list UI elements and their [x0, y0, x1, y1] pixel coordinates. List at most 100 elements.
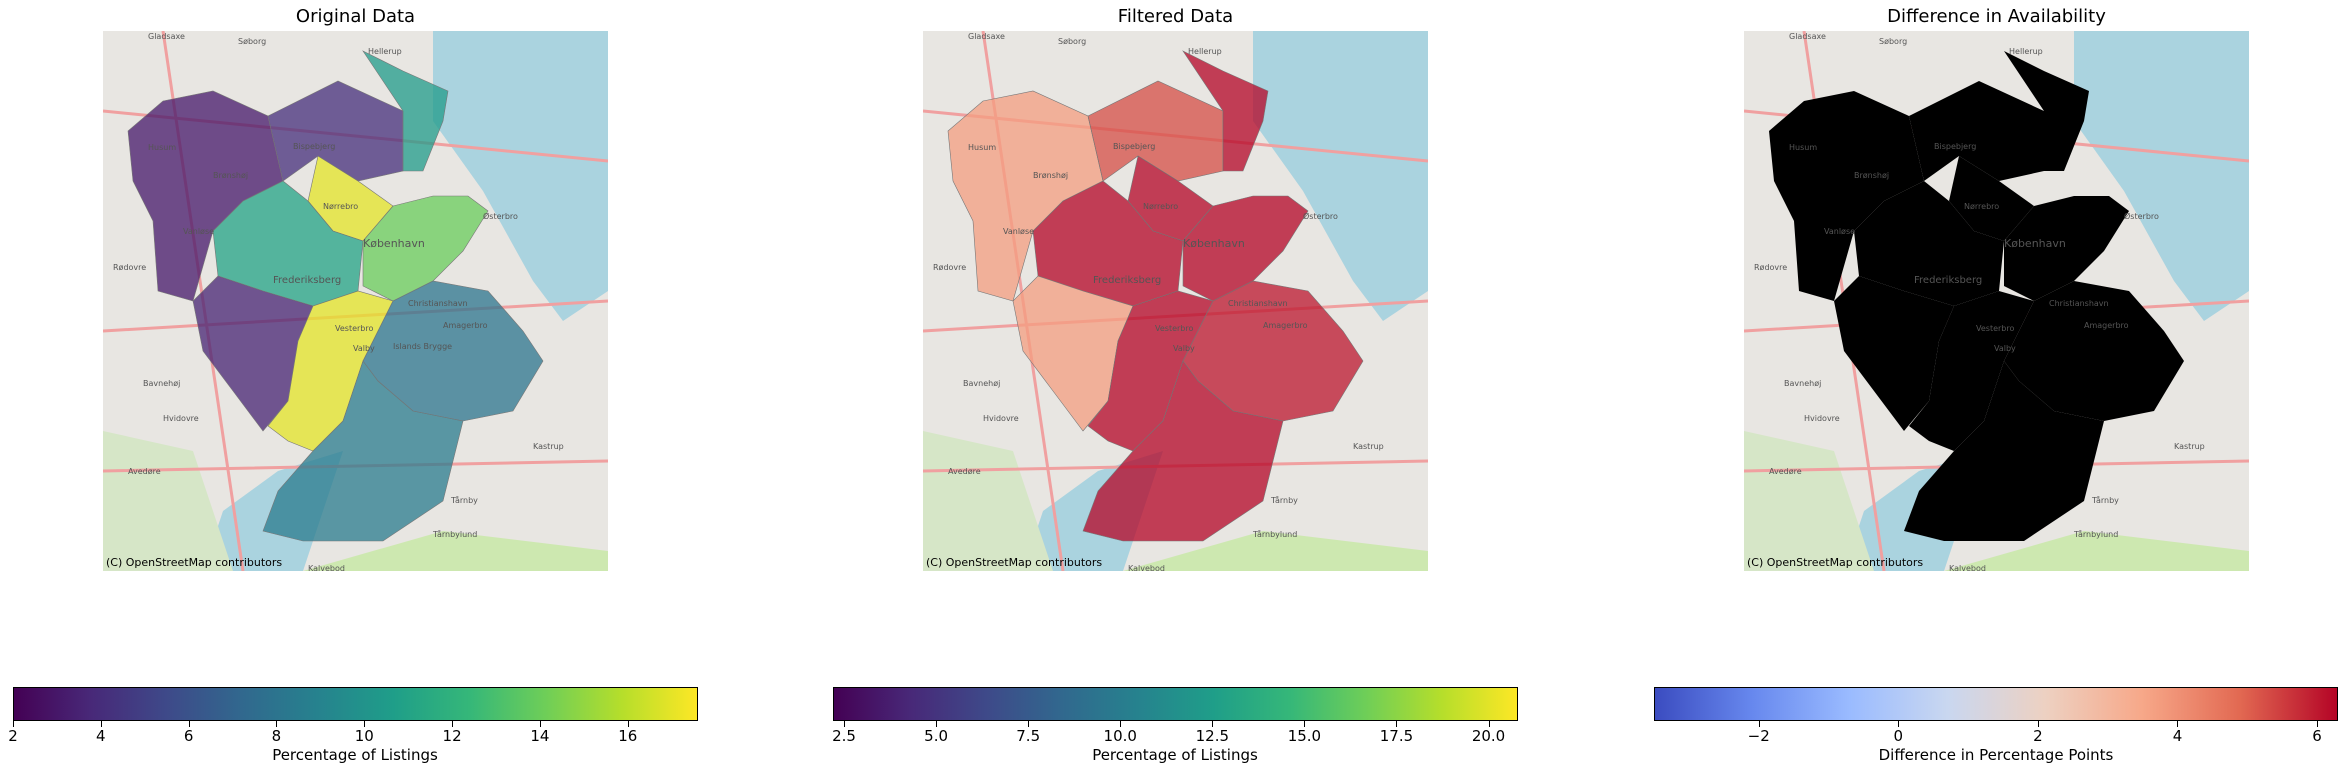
- park-area: [923, 431, 1053, 571]
- colorbar-tick-mark: [627, 721, 629, 727]
- colorbar-tick-label: 7.5: [1016, 727, 1041, 745]
- colorbar-tick-mark: [276, 721, 278, 727]
- place-label: Hvidovre: [983, 414, 1019, 423]
- place-label: Vanløse: [1824, 227, 1855, 236]
- place-label: Bavnehøj: [1784, 379, 1821, 388]
- place-label: Rødovre: [1754, 263, 1787, 272]
- park-area: [103, 431, 233, 571]
- place-label: Husum: [148, 143, 176, 152]
- map-attribution: (C) OpenStreetMap contributors: [106, 556, 283, 569]
- colorbar-tick-label: 2: [2033, 727, 2043, 745]
- colorbar-tick-label: 2: [8, 727, 18, 745]
- place-label: Vesterbro: [1155, 324, 1193, 333]
- place-label: Rødovre: [933, 263, 966, 272]
- place-label: Hvidovre: [163, 414, 199, 423]
- panel-title: Filtered Data: [1117, 6, 1234, 27]
- kalvebod-park: [1123, 531, 1428, 571]
- colorbar-tick-label: 6: [183, 727, 194, 745]
- place-label: København: [363, 237, 425, 250]
- place-label: Valby: [353, 344, 375, 353]
- place-label: Vesterbro: [335, 324, 373, 333]
- district-valby: [1834, 276, 1954, 431]
- place-label: Frederiksberg: [1914, 275, 1982, 286]
- place-label: Søborg: [1879, 37, 1907, 46]
- place-label: Kastrup: [533, 442, 564, 451]
- district-bispebjerg: [1087, 80, 1224, 182]
- place-label: Christianshavn: [1228, 299, 1288, 308]
- district-norrebro: [1949, 156, 2034, 241]
- colorbar-tick-mark: [1898, 721, 1900, 727]
- place-label: Gladsaxe: [968, 32, 1005, 41]
- district-osterbro: [362, 50, 449, 172]
- colorbar-tick-mark: [1304, 721, 1306, 727]
- place-label: København: [1183, 237, 1245, 250]
- district-vesterbro: [1909, 291, 2034, 451]
- district-bronshoj: [1769, 91, 1924, 301]
- place-label: Søborg: [1058, 37, 1086, 46]
- colorbar-label: Percentage of Listings: [1092, 746, 1258, 764]
- place-label: Kastrup: [2174, 442, 2205, 451]
- panel-title: Difference in Availability: [1887, 6, 2106, 27]
- sea: [433, 31, 608, 321]
- district-amager-vest: [1082, 360, 1284, 542]
- place-label: Amagerbro: [2084, 321, 2129, 330]
- place-label: Vesterbro: [1976, 324, 2014, 333]
- colorbar-tick-label: 20.0: [1471, 727, 1506, 745]
- place-label: Hellerup: [2009, 47, 2043, 56]
- place-label: Vanløse: [183, 227, 214, 236]
- place-label: Christianshavn: [2049, 299, 2109, 308]
- colorbar-tick-label: 10: [354, 727, 374, 745]
- colorbar-tick-mark: [1028, 721, 1030, 727]
- colorbar-tick-label: 16: [618, 727, 638, 745]
- colorbar-tick-mark: [2317, 721, 2319, 727]
- district-frederiksberg: [1854, 181, 2004, 306]
- colorbar-tick-mark: [13, 721, 14, 727]
- map-svg: Gladsaxe Søborg Hellerup Husum Bispebjer…: [103, 31, 608, 571]
- place-label: Amagerbro: [1263, 321, 1308, 330]
- map-svg: Gladsaxe Søborg Hellerup Husum Bispebjer…: [923, 31, 1428, 571]
- place-label: Nørrebro: [323, 202, 358, 211]
- district-indre-by: [2004, 196, 2129, 301]
- place-label: Kastrup: [1353, 442, 1384, 451]
- colorbar-tick-mark: [936, 721, 938, 727]
- sea: [1253, 31, 1428, 321]
- place-label: Brønshøj: [213, 171, 248, 180]
- place-label: Bispebjerg: [1934, 142, 1976, 151]
- place-label: Østerbro: [1303, 211, 1338, 221]
- colorbar-tick-label: 8: [271, 727, 282, 745]
- colorbar-tick-label: 17.5: [1379, 727, 1414, 745]
- place-label: Tårnbylund: [2073, 529, 2118, 539]
- place-label: Nørrebro: [1964, 202, 1999, 211]
- place-label: Rødovre: [113, 263, 146, 272]
- kalvebod-park: [303, 531, 608, 571]
- kalvebod-park: [1944, 531, 2249, 571]
- place-label: Tårnby: [1270, 495, 1298, 505]
- district-osterbro: [2004, 51, 2089, 171]
- colorbar-tick-label: 12: [442, 727, 462, 745]
- place-label: Tårnby: [450, 495, 478, 505]
- colorbar-tick-mark: [188, 721, 190, 727]
- place-label: Husum: [968, 143, 996, 152]
- place-label: Husum: [1789, 143, 1817, 152]
- place-label: Avedøre: [128, 467, 161, 476]
- place-label: Kalvebod: [308, 564, 345, 571]
- place-label: Nørrebro: [1143, 202, 1178, 211]
- district-osterbro: [1182, 50, 1269, 172]
- colorbar-tick-label: 2.5: [832, 727, 856, 745]
- place-label: Søborg: [238, 37, 266, 46]
- map-attribution: (C) OpenStreetMap contributors: [1747, 556, 1924, 569]
- colorbar-tick-mark: [100, 721, 102, 727]
- sea: [2074, 31, 2249, 321]
- district-bispebjerg: [267, 80, 404, 182]
- colorbar: [833, 687, 1518, 721]
- colorbar-tick-label: 5.0: [924, 727, 949, 745]
- district-bispebjerg: [1909, 81, 2044, 181]
- place-label: Gladsaxe: [1789, 32, 1826, 41]
- colorbar: [1654, 687, 2338, 721]
- place-label: Østerbro: [483, 211, 518, 221]
- district-amager-vest: [262, 360, 464, 542]
- colorbar-tick-label: 4: [2172, 727, 2183, 745]
- district-indre-by: [362, 195, 489, 302]
- colorbar-tick-mark: [1212, 721, 1214, 727]
- place-label: Hellerup: [368, 47, 402, 56]
